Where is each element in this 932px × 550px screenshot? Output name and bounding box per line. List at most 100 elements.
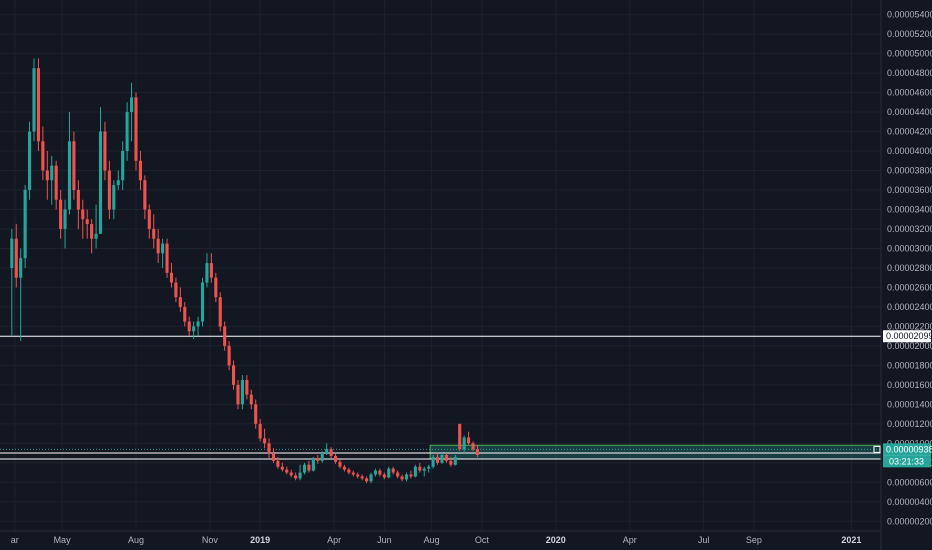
candle-body — [294, 475, 298, 479]
candle-body — [81, 209, 85, 220]
price-tag-bg — [883, 330, 931, 343]
last-price-tag: 0.00000938 — [886, 444, 932, 454]
candle-body — [338, 461, 342, 467]
price-scale-handle — [873, 445, 881, 453]
candle-body — [311, 457, 315, 471]
candle — [174, 277, 178, 303]
candle-body — [435, 456, 440, 463]
candle — [187, 316, 191, 337]
candle-body — [351, 472, 355, 475]
candle-body — [227, 345, 231, 366]
candle — [178, 287, 182, 312]
price-tick-label: 0.00005000 — [887, 49, 932, 59]
candle-body — [103, 131, 107, 171]
candle — [183, 302, 187, 327]
candle — [50, 155, 54, 205]
candle-body — [471, 443, 475, 450]
price-tag: 0.00002099 — [886, 331, 932, 341]
price-tick-label: 0.00002200 — [887, 321, 932, 331]
time-tick-label: Nov — [202, 535, 219, 545]
candle-body — [98, 131, 103, 234]
candle — [413, 464, 417, 478]
candle-body — [152, 228, 156, 239]
candle-body — [183, 306, 187, 322]
candle-body — [134, 97, 138, 161]
candle-body — [63, 209, 67, 229]
support-zone — [429, 444, 882, 460]
candle-body — [130, 97, 134, 113]
candle — [258, 418, 262, 442]
candle-body — [218, 297, 222, 327]
price-tick-label: 0.00001200 — [887, 419, 932, 429]
candle-body — [356, 474, 360, 477]
time-tick-label: Apr — [623, 535, 637, 545]
candle — [400, 474, 404, 482]
candle — [232, 360, 236, 390]
candle-body — [267, 443, 271, 454]
price-tick-label: 0.00003600 — [887, 185, 932, 195]
candle — [63, 199, 67, 249]
candle — [356, 472, 360, 479]
candle-body — [143, 180, 147, 210]
candle-body — [462, 437, 466, 450]
candle-body — [36, 68, 40, 142]
candle-body — [409, 474, 413, 477]
candle-body — [90, 224, 94, 239]
candle — [387, 466, 391, 479]
candle-body — [422, 468, 426, 471]
candle-body — [10, 238, 14, 268]
candle — [121, 141, 125, 190]
candle-body — [116, 180, 120, 186]
candle — [316, 455, 320, 464]
candle — [227, 341, 231, 371]
candle-body — [298, 472, 302, 479]
candle — [32, 58, 36, 142]
time-tick-label: Oct — [475, 535, 490, 545]
candle — [169, 263, 174, 288]
candle — [435, 453, 440, 465]
candle — [418, 462, 422, 473]
candle — [267, 438, 271, 458]
candle — [94, 204, 98, 249]
price-tick-label: 0.00004200 — [887, 127, 932, 137]
candle — [240, 375, 244, 410]
price-tick-label: 0.00001800 — [887, 360, 932, 370]
candle-body — [413, 466, 417, 477]
candle — [125, 102, 129, 161]
countdown-tag: 03:21:33 — [889, 456, 924, 466]
candle-body — [373, 470, 378, 475]
candle — [449, 456, 453, 467]
candle — [294, 472, 298, 481]
candle — [342, 464, 346, 472]
candle — [81, 199, 85, 239]
candle — [378, 468, 382, 477]
candle-body — [245, 379, 249, 395]
candle-body — [440, 455, 444, 463]
candle — [453, 455, 457, 466]
price-tick-label: 0.00003400 — [887, 204, 932, 214]
price-tick-label: 0.00004000 — [887, 146, 932, 156]
candle-body — [178, 297, 182, 307]
candle — [280, 462, 284, 472]
candle — [467, 431, 471, 446]
candle — [223, 321, 227, 351]
candle-body — [449, 460, 453, 465]
candle-body — [54, 165, 58, 200]
price-tick-label: 0.00003200 — [887, 224, 932, 234]
candle-body — [254, 404, 258, 424]
candle — [462, 435, 466, 454]
candle — [196, 316, 200, 337]
candle — [427, 464, 431, 473]
candle — [76, 180, 80, 229]
time-tick-label: Aug — [128, 535, 144, 545]
candle — [351, 470, 355, 477]
candle — [422, 466, 426, 477]
candle — [311, 456, 315, 472]
candle — [152, 214, 156, 249]
candle — [289, 469, 293, 478]
candle — [263, 428, 267, 449]
candle-body — [475, 449, 480, 456]
